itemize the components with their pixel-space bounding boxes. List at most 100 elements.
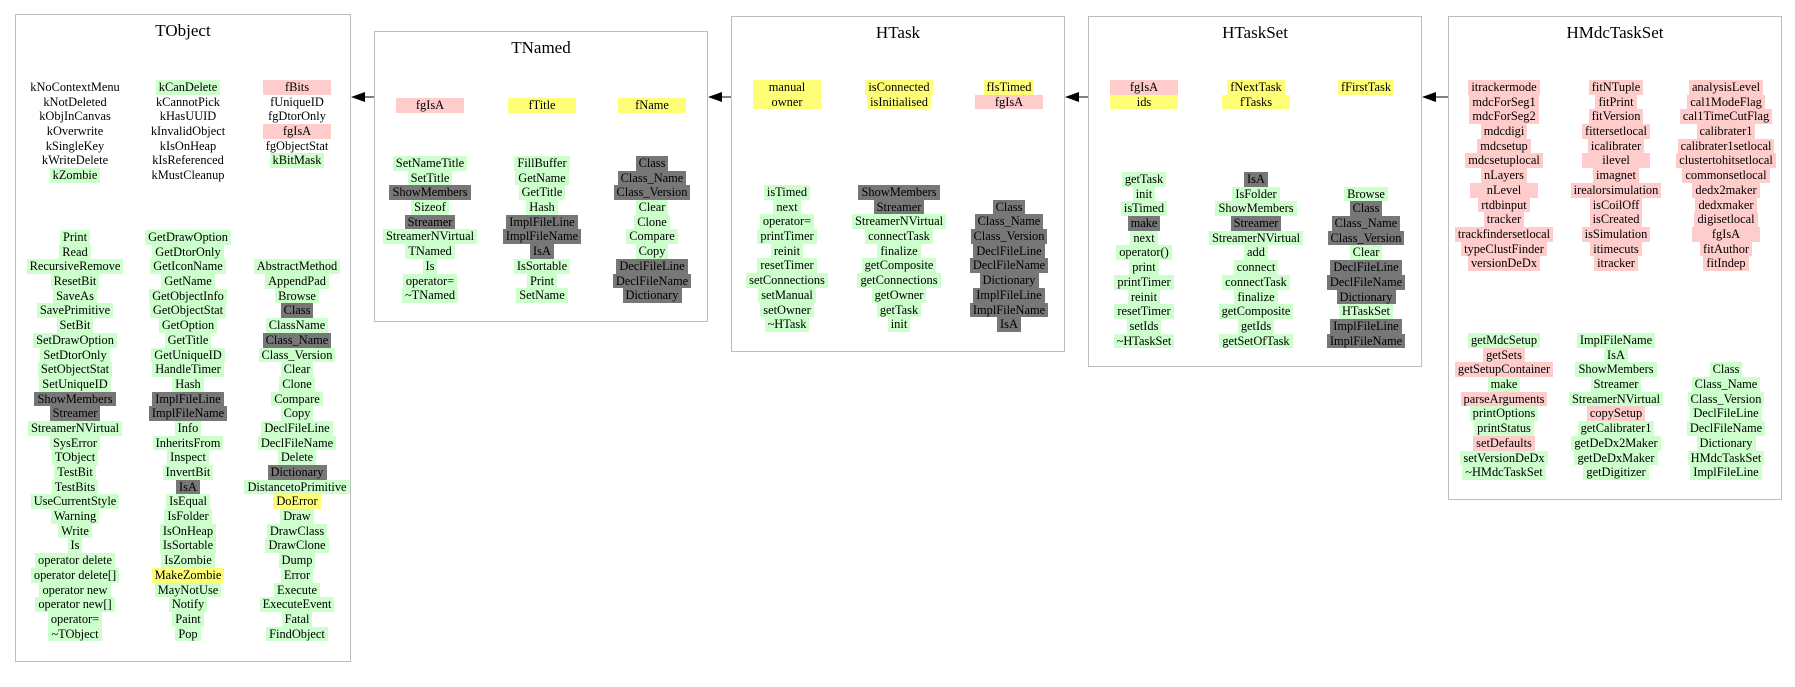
data-member: irealorsimulation [1570, 182, 1662, 198]
method-member: IsFolder [164, 509, 212, 524]
data-member: mdcForSeg2 [1469, 109, 1539, 125]
method-member: resetTimer [757, 258, 817, 274]
data-member: kIsOnHeap [159, 138, 217, 153]
method-member: getDeDx2Maker [1571, 435, 1661, 451]
member-column: ImplFileName IsA ShowMembers Streamer Stream… [1561, 333, 1671, 480]
method-member: copySetup [1586, 406, 1646, 422]
data-member: fgIsA [1110, 80, 1178, 95]
method-member: Notify [168, 597, 208, 612]
method-member: Compare [626, 229, 678, 245]
data-member: versionDeDx [1467, 256, 1541, 271]
method-member: ExecuteEvent [259, 597, 335, 612]
class-title: TObject [155, 21, 211, 40]
method-member: operator() [1116, 245, 1172, 261]
method-member: isTimed [1120, 201, 1168, 217]
method-member: Paint [172, 611, 204, 627]
method-member: ImplFileLine [152, 391, 224, 407]
method-member: add [1244, 245, 1268, 261]
method-member: Streamer [873, 199, 925, 215]
method-member: setOwner [760, 302, 814, 318]
method-member: IsSortable [513, 258, 571, 274]
method-member: Compare [271, 391, 323, 407]
data-member: kNotDeleted [43, 94, 107, 109]
method-member: Class_Name [974, 214, 1044, 230]
method-member: getTask [1121, 172, 1167, 187]
data-member: cal1ModeFlag [1687, 94, 1765, 110]
method-member: Class_Name [262, 332, 332, 348]
method-member: Info [174, 420, 202, 436]
method-member: DeclFileName [257, 435, 337, 451]
data-member: fgIsA [396, 98, 464, 113]
class-title: HTaskSet [1222, 23, 1288, 42]
member-column: kNoContextMenu kNotDeleted kObjInCanvas kOv… [20, 80, 130, 183]
data-member: isInitialised [867, 94, 931, 110]
member-column: manual owner [732, 80, 842, 110]
method-member: getConnections [857, 273, 941, 288]
method-member: DrawClone [265, 538, 329, 554]
method-member: IsFolder [1232, 186, 1280, 202]
data-member: kCannotPick [155, 94, 221, 109]
method-member: DeclFileLine [1330, 260, 1402, 275]
data-member: digisetlocal [1694, 212, 1758, 227]
method-member: IsA [530, 244, 554, 259]
method-member: connectTask [865, 229, 933, 244]
method-member: ~TObject [48, 626, 102, 642]
method-member: ShowMembers [858, 185, 940, 200]
data-member: fUniqueID [270, 94, 324, 109]
method-member: AppendPad [265, 274, 329, 289]
method-member: Dictionary [979, 273, 1039, 288]
method-member: SavePrimitive [36, 303, 114, 319]
data-member: calibrater1 [1696, 124, 1756, 139]
method-member: ShowMembers [389, 185, 471, 201]
data-member: fittersetlocal [1582, 124, 1650, 139]
method-member: parseArguments [1460, 391, 1548, 407]
method-member: ImplFileLine [1690, 465, 1762, 480]
data-member: fitPrint [1595, 94, 1637, 110]
method-member: DeclFileName [1326, 274, 1406, 290]
data-member: nLevel [1470, 182, 1538, 198]
method-member: StreamerNVirtual [851, 214, 947, 230]
data-member: nLayers [1481, 168, 1527, 183]
method-member: Write [58, 523, 92, 539]
method-member: Dictionary [267, 465, 327, 480]
method-member: make [1127, 216, 1161, 231]
method-member: Print [526, 273, 558, 289]
method-member: DeclFileLine [973, 243, 1045, 259]
method-member: GetOption [158, 318, 218, 333]
method-member: printTimer [757, 229, 817, 244]
method-member: ~HMdcTaskSet [1462, 465, 1546, 480]
method-member: IsA [1244, 172, 1268, 187]
class-title: HTask [875, 23, 921, 42]
method-member: SetObjectStat [37, 362, 113, 377]
method-member: Pop [175, 626, 201, 642]
method-member: reinit [770, 243, 804, 259]
method-member: init [887, 317, 911, 332]
method-member: FillBuffer [514, 156, 570, 171]
method-member: ImplFileLine [506, 214, 578, 230]
method-member: printOptions [1469, 406, 1539, 422]
method-member: Error [280, 567, 314, 583]
method-member: UseCurrentStyle [30, 494, 120, 510]
method-member: ShowMembers [1215, 201, 1297, 217]
member-column: fTitle [487, 98, 597, 113]
method-member: IsOnHeap [159, 523, 217, 539]
method-member: DrawClass [266, 523, 328, 539]
method-member: Dictionary [1336, 289, 1396, 305]
member-column: itrackermode mdcForSeg1 mdcForSeg2 mdcdigi m… [1449, 80, 1559, 271]
method-member: Draw [280, 509, 314, 524]
data-member: dedx2maker [1692, 182, 1760, 198]
method-member: Sizeof [411, 200, 449, 215]
data-member: mdcForSeg1 [1469, 94, 1539, 110]
method-member: getMdcSetup [1467, 333, 1541, 348]
method-member: resetTimer [1114, 304, 1174, 319]
method-member: getSets [1483, 347, 1525, 363]
method-member: next [773, 199, 801, 215]
method-member: Clone [634, 214, 670, 230]
data-member: owner [753, 94, 821, 110]
method-member: Dump [278, 553, 316, 568]
member-column: Class Class_Name Class_Version DeclFileLine… [1671, 333, 1781, 480]
method-member: print [1129, 260, 1159, 275]
member-column: IsA IsFolder ShowMembers Streamer StreamerNV… [1201, 172, 1311, 349]
method-member: ImplFileName [1576, 333, 1656, 348]
data-member: clustertohitsetlocal [1676, 153, 1776, 169]
